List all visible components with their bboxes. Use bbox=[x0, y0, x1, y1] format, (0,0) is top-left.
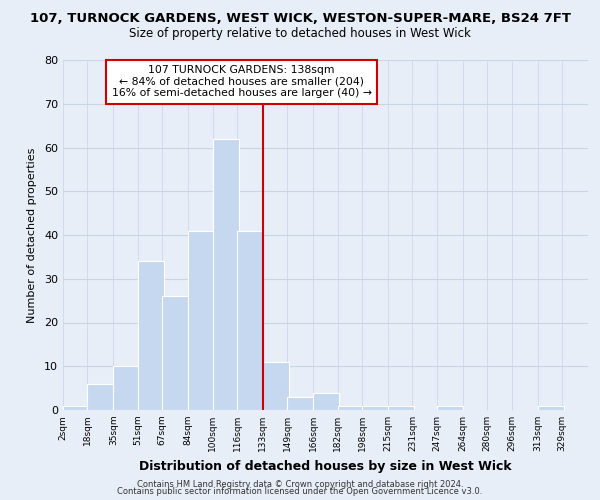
Text: 107 TURNOCK GARDENS: 138sqm
← 84% of detached houses are smaller (204)
16% of se: 107 TURNOCK GARDENS: 138sqm ← 84% of det… bbox=[112, 66, 371, 98]
Bar bbox=[388, 406, 414, 410]
Bar bbox=[88, 384, 113, 410]
Bar bbox=[188, 230, 214, 410]
Bar bbox=[437, 406, 463, 410]
Text: 107, TURNOCK GARDENS, WEST WICK, WESTON-SUPER-MARE, BS24 7FT: 107, TURNOCK GARDENS, WEST WICK, WESTON-… bbox=[29, 12, 571, 26]
Text: Size of property relative to detached houses in West Wick: Size of property relative to detached ho… bbox=[129, 28, 471, 40]
Bar bbox=[313, 392, 339, 410]
Bar bbox=[63, 406, 89, 410]
Bar bbox=[237, 230, 263, 410]
Bar bbox=[287, 397, 313, 410]
Bar bbox=[138, 261, 164, 410]
Bar bbox=[162, 296, 188, 410]
Bar bbox=[362, 406, 388, 410]
Y-axis label: Number of detached properties: Number of detached properties bbox=[27, 148, 37, 322]
X-axis label: Distribution of detached houses by size in West Wick: Distribution of detached houses by size … bbox=[139, 460, 512, 472]
Bar bbox=[113, 366, 139, 410]
Text: Contains HM Land Registry data © Crown copyright and database right 2024.: Contains HM Land Registry data © Crown c… bbox=[137, 480, 463, 489]
Bar bbox=[538, 406, 563, 410]
Bar bbox=[338, 406, 364, 410]
Bar bbox=[212, 139, 239, 410]
Bar bbox=[263, 362, 289, 410]
Text: Contains public sector information licensed under the Open Government Licence v3: Contains public sector information licen… bbox=[118, 488, 482, 496]
